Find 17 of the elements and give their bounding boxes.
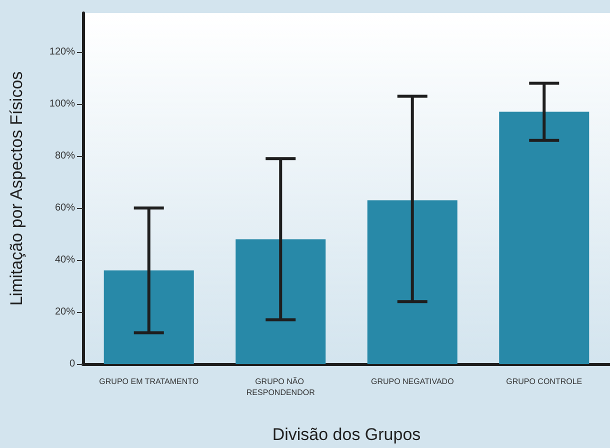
y-tick-label: 60% <box>54 202 76 214</box>
x-tick-label: GRUPO NÃO RESPONDENDOR <box>246 376 316 397</box>
y-tick-label: 80% <box>54 150 76 162</box>
bar <box>104 270 194 364</box>
y-tick-label: 40% <box>54 254 76 266</box>
x-tick-label: GRUPO CONTROLE <box>506 377 582 386</box>
y-tick-label: 120% <box>49 46 76 58</box>
x-tick-label: GRUPO NEGATIVADO <box>370 377 454 386</box>
y-tick-label: 100% <box>49 98 76 110</box>
bar <box>367 200 458 364</box>
x-tick-label: GRUPO EM TRATAMENTO <box>99 377 199 386</box>
bar <box>236 239 326 364</box>
x-axis-title: Divisão dos Grupos <box>272 425 421 444</box>
y-tick-label: 20% <box>54 306 76 318</box>
bar <box>499 112 590 364</box>
y-tick-label: 0 <box>69 358 76 370</box>
y-axis-title: Limitação por Aspectos Físicos <box>7 71 26 306</box>
